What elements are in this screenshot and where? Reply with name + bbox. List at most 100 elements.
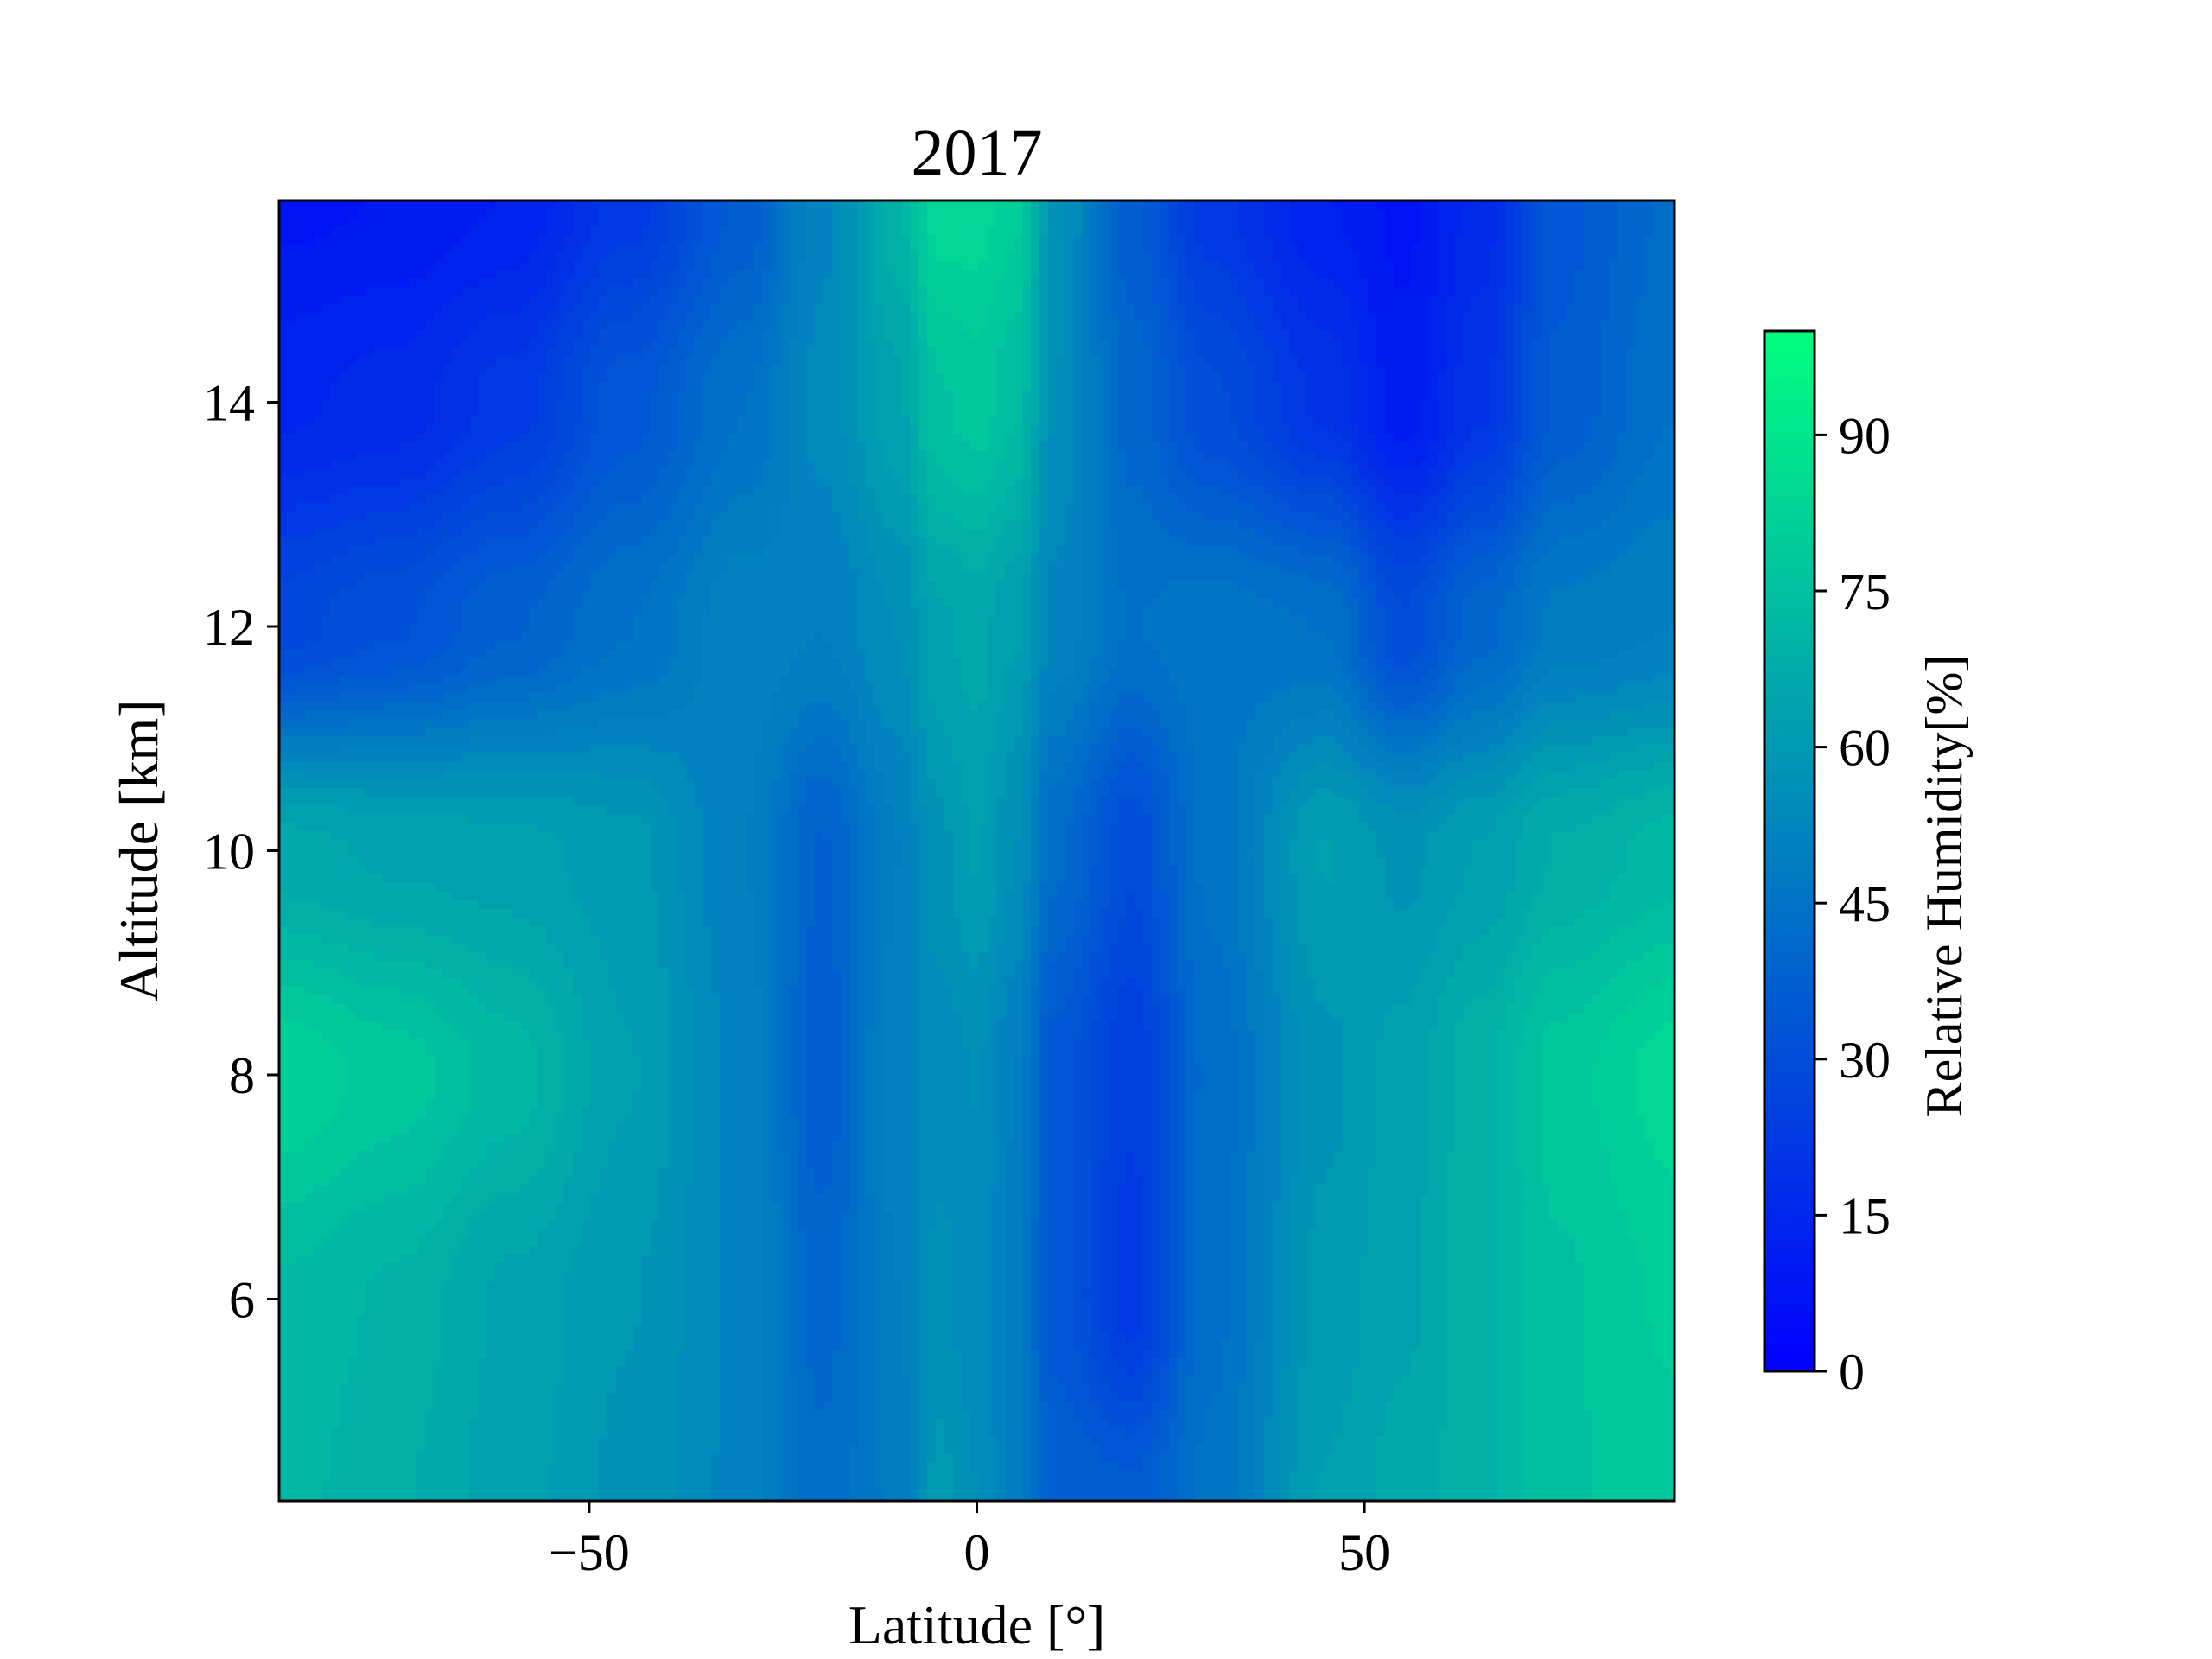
contour-cell (754, 252, 764, 262)
contour-cell (1437, 373, 1446, 383)
contour-cell (1592, 226, 1602, 236)
contour-cell (1376, 252, 1386, 262)
contour-cell (754, 425, 764, 435)
contour-cell (910, 330, 919, 340)
contour-cell (1100, 347, 1109, 357)
contour-cell (1653, 304, 1662, 314)
contour-cell (927, 347, 937, 357)
contour-cell (547, 209, 556, 219)
contour-cell (1592, 244, 1602, 253)
contour-cell (288, 287, 297, 296)
contour-cell (1031, 330, 1040, 340)
contour-cell (1541, 235, 1550, 245)
contour-cell (357, 451, 366, 461)
contour-cell (1394, 399, 1403, 409)
contour-cell (867, 287, 876, 296)
contour-cell (417, 304, 427, 314)
contour-cell (806, 226, 816, 236)
contour-cell (677, 261, 686, 270)
contour-cell (296, 416, 306, 426)
contour-cell (426, 339, 435, 348)
contour-cell (893, 382, 902, 391)
contour-cell (1022, 399, 1032, 409)
contour-cell (1342, 416, 1351, 426)
contour-cell (1135, 330, 1144, 340)
contour-cell (849, 330, 859, 340)
contour-cell (1186, 451, 1196, 461)
contour-cell (841, 252, 850, 262)
contour-cell (1610, 339, 1619, 348)
contour-cell (357, 321, 366, 331)
contour-cell (1618, 278, 1628, 288)
contour-cell (685, 373, 695, 383)
contour-cell (1411, 244, 1421, 253)
contour-cell (625, 244, 634, 253)
contour-cell (1273, 373, 1282, 383)
contour-cell (668, 460, 677, 469)
contour-cell (1662, 356, 1671, 365)
contour-cell (435, 425, 444, 435)
contour-cell (1238, 382, 1248, 391)
contour-cell (331, 330, 340, 340)
contour-cell (1083, 321, 1092, 331)
contour-cell (486, 226, 496, 236)
contour-cell (538, 434, 548, 443)
contour-cell (711, 460, 721, 469)
contour-cell (616, 287, 626, 296)
contour-cell (996, 356, 1006, 365)
contour-cell (849, 382, 859, 391)
contour-cell (772, 451, 781, 461)
contour-cell (884, 235, 893, 245)
contour-cell (1273, 382, 1282, 391)
contour-cell (1247, 391, 1256, 400)
contour-cell (1074, 365, 1084, 374)
contour-cell (1567, 226, 1576, 236)
contour-cell (970, 200, 980, 210)
contour-cell (832, 442, 842, 452)
contour-cell (953, 200, 963, 210)
contour-cell (1601, 339, 1611, 348)
contour-cell (1541, 330, 1550, 340)
contour-cell (867, 391, 876, 400)
contour-cell (1601, 252, 1611, 262)
contour-cell (867, 313, 876, 322)
contour-cell (1195, 330, 1205, 340)
contour-cell (607, 278, 617, 288)
contour-cell (1437, 356, 1446, 365)
contour-cell (1515, 399, 1524, 409)
contour-cell (1100, 278, 1109, 288)
contour-cell (884, 304, 893, 314)
contour-cell (1385, 270, 1395, 279)
contour-cell (1065, 209, 1075, 219)
contour-cell (1014, 226, 1023, 236)
contour-cell (1126, 296, 1135, 305)
contour-cell (1428, 235, 1438, 245)
contour-cell (1299, 382, 1308, 391)
contour-cell (1178, 270, 1187, 279)
contour-cell (357, 200, 366, 210)
contour-cell (1143, 244, 1153, 253)
contour-cell (461, 244, 470, 253)
contour-cell (478, 218, 487, 227)
contour-cell (374, 244, 384, 253)
contour-cell (1065, 391, 1075, 400)
contour-cell (461, 218, 470, 227)
contour-cell (1541, 226, 1550, 236)
contour-cell (469, 200, 479, 210)
contour-cell (823, 434, 833, 443)
contour-cell (884, 321, 893, 331)
contour-cell (1342, 382, 1351, 391)
contour-cell (1091, 356, 1101, 365)
contour-cell (1022, 209, 1032, 219)
contour-cell (417, 382, 427, 391)
contour-cell (867, 304, 876, 314)
contour-cell (400, 408, 410, 417)
contour-cell (1091, 365, 1101, 374)
contour-cell (1307, 339, 1317, 348)
contour-cell (633, 226, 643, 236)
contour-cell (409, 451, 418, 461)
contour-cell (1549, 278, 1559, 288)
contour-cell (772, 270, 781, 279)
contour-cell (1437, 278, 1446, 288)
contour-cell (685, 330, 695, 340)
